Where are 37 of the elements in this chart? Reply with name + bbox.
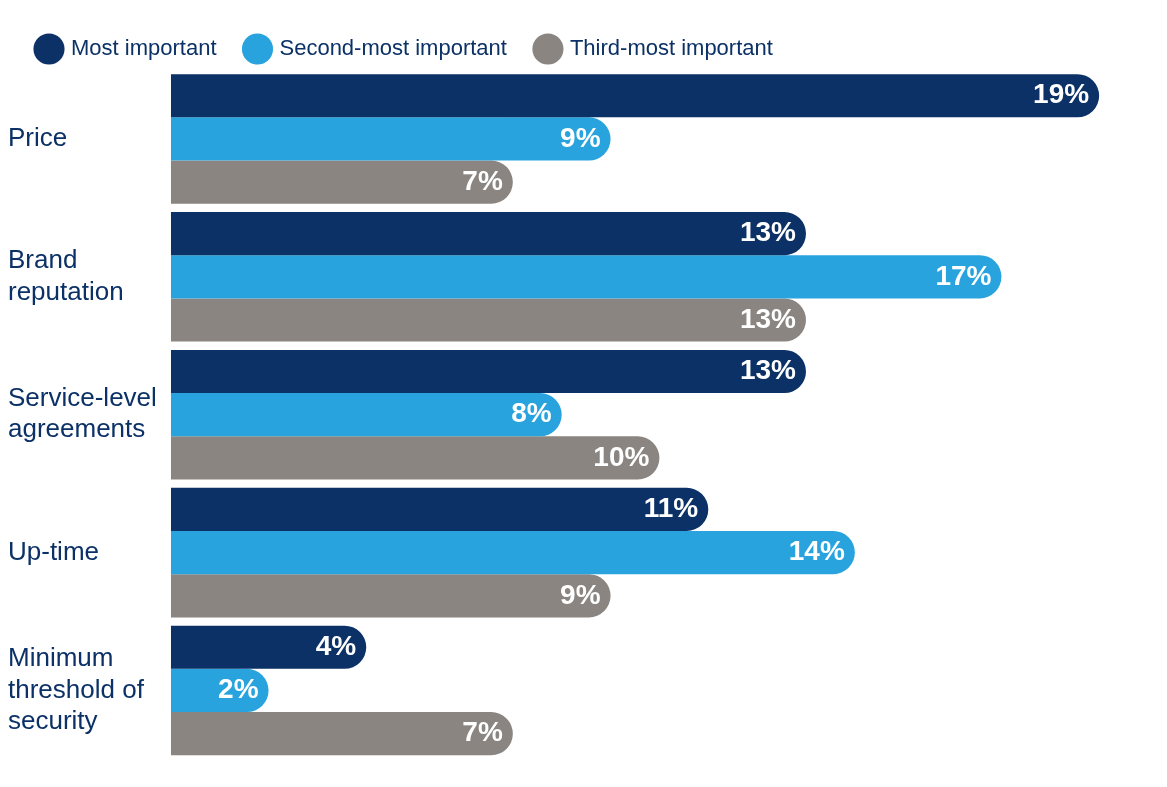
data-label: 9%	[560, 121, 601, 153]
bar	[170, 625, 367, 669]
legend-label: Most important	[71, 35, 217, 61]
bar	[170, 574, 611, 618]
bar	[170, 212, 806, 256]
bar	[170, 349, 806, 394]
bar	[170, 74, 1100, 118]
legend-label: Second-most important	[279, 35, 507, 61]
bar	[170, 298, 806, 342]
bar	[170, 530, 855, 575]
data-label: 10%	[593, 440, 650, 472]
data-label: 2%	[218, 673, 259, 705]
y-tick-label: Service-level agreements	[8, 382, 157, 444]
data-label: 8%	[511, 397, 552, 429]
data-label: 17%	[935, 259, 992, 291]
bar	[170, 117, 611, 161]
bar	[170, 160, 513, 204]
data-label: 4%	[315, 629, 357, 661]
data-label: 13%	[739, 216, 797, 248]
bar	[170, 393, 562, 437]
legend-label: Third-most important	[569, 35, 773, 61]
bar	[170, 436, 660, 480]
data-label: 7%	[462, 716, 503, 748]
bar	[170, 712, 513, 756]
y-tick-label: Up-time	[8, 535, 100, 566]
y-tick-label: Minimum threshold of security	[8, 642, 145, 735]
data-label: 19%	[1033, 78, 1090, 110]
data-label: 13%	[739, 354, 797, 386]
y-tick-label: Brand reputation	[8, 244, 124, 306]
bar	[170, 487, 709, 531]
data-label: 11%	[643, 492, 699, 524]
data-label: 9%	[560, 578, 601, 610]
data-label: 7%	[462, 164, 503, 196]
y-tick-label: Price	[8, 122, 68, 153]
data-label: 14%	[788, 535, 845, 567]
data-label: 13%	[739, 302, 797, 334]
bar	[170, 255, 1002, 299]
